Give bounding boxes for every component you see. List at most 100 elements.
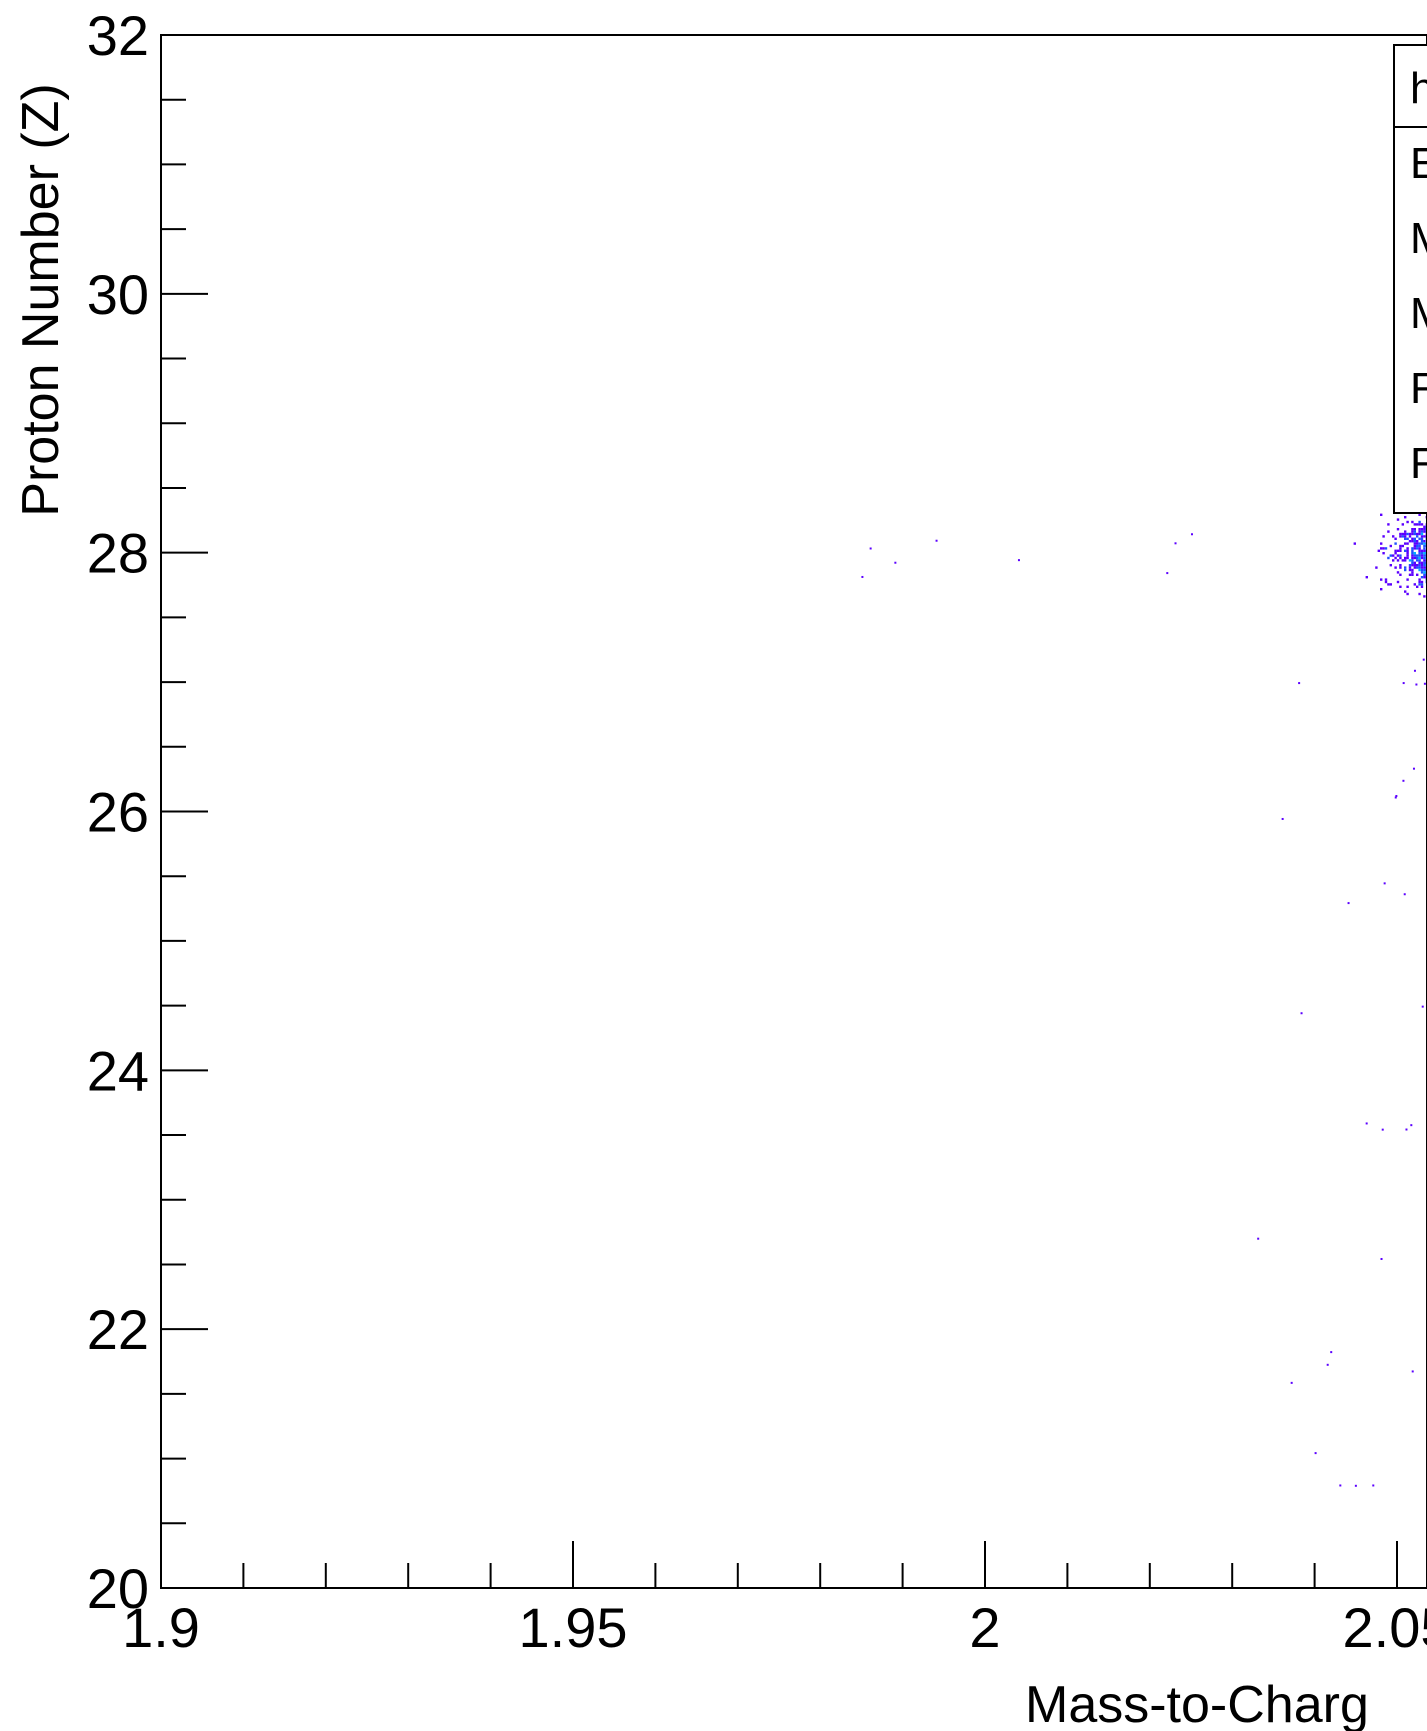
heatmap-cell <box>1420 528 1424 531</box>
heatmap-cell <box>1380 542 1383 545</box>
heatmap-cell <box>935 539 938 542</box>
heatmap-cell <box>1392 559 1395 562</box>
heatmap-cell <box>1347 902 1350 905</box>
heatmap-cell <box>1413 669 1416 672</box>
heatmap-cell <box>1411 520 1414 524</box>
heatmap-cell <box>1365 1122 1368 1125</box>
heatmap-cell <box>1420 532 1424 536</box>
heatmap-cell <box>1392 535 1395 538</box>
heatmap-cell <box>1401 532 1404 536</box>
heatmap-cell <box>1404 568 1407 572</box>
heatmap-cell <box>1408 573 1412 576</box>
heatmap-cell <box>1406 578 1409 581</box>
heatmap-cell <box>1399 544 1402 548</box>
heatmap-cell <box>1410 1124 1413 1127</box>
heatmap-cell <box>1413 564 1416 567</box>
heatmap-cell <box>1394 556 1397 560</box>
heatmap-cell <box>1382 547 1385 550</box>
heatmap-cell <box>1339 1484 1342 1487</box>
heatmap-cell <box>1423 544 1426 548</box>
stats-row-mean-y: M <box>1410 289 1427 338</box>
heatmap-cell <box>1404 559 1407 562</box>
heatmap-cell <box>1420 566 1424 569</box>
y-tick-label: 20 <box>87 1557 149 1620</box>
heatmap-cell <box>1418 556 1421 560</box>
heatmap-cell <box>1399 566 1402 569</box>
heatmap-cell <box>1408 532 1412 536</box>
heatmap-cell <box>1423 566 1426 569</box>
heatmap-cell <box>1411 559 1414 562</box>
heatmap-cell <box>1420 576 1424 579</box>
stats-row-rms-x: R <box>1410 364 1427 413</box>
heatmap-cell <box>1330 1351 1333 1354</box>
heatmap-cell <box>1404 556 1407 560</box>
heatmap-cell <box>1394 796 1397 799</box>
heatmap-cell <box>1416 585 1419 588</box>
x-axis-title: Mass-to-Charg <box>1025 1676 1369 1731</box>
heatmap-cell <box>869 547 872 550</box>
heatmap-cell <box>1413 583 1416 586</box>
heatmap-cell <box>1416 523 1419 526</box>
heatmap-cell <box>1404 516 1407 519</box>
heatmap-cell <box>1290 1381 1293 1384</box>
heatmap-cell <box>1383 882 1386 885</box>
heatmap-cell <box>1413 542 1416 545</box>
heatmap-cell <box>1423 571 1426 574</box>
heatmap-cell <box>1420 523 1424 526</box>
heatmap-cell <box>1404 542 1407 545</box>
heatmap-cell <box>1423 530 1426 533</box>
heatmap-cell <box>1420 571 1424 574</box>
heatmap-cell <box>1406 552 1409 555</box>
heatmap-cell <box>1420 554 1424 557</box>
heatmap-cell <box>1416 566 1419 569</box>
axis-ticks <box>160 34 1398 1589</box>
heatmap-cell <box>1404 532 1407 536</box>
heatmap-cell <box>1406 532 1409 536</box>
heatmap-cell <box>1191 533 1193 536</box>
heatmap-cell <box>1423 535 1426 538</box>
heatmap-cell <box>1406 554 1409 557</box>
heatmap-cell <box>1396 571 1400 574</box>
heatmap-cell <box>1418 537 1421 540</box>
stats-box-frame <box>1393 44 1427 514</box>
y-axis-title: Proton Number (Z) <box>12 83 70 516</box>
heatmap-cell <box>1413 528 1416 531</box>
heatmap-cell <box>1413 530 1416 533</box>
heatmap-cell <box>1402 682 1405 685</box>
heatmap-cell <box>1300 1012 1303 1015</box>
heatmap-cell <box>1394 566 1397 569</box>
heatmap-cell <box>1408 564 1412 567</box>
heatmap-cell <box>1418 520 1421 524</box>
heatmap-cell <box>1406 537 1409 540</box>
heatmap-cell <box>1420 542 1424 545</box>
heatmap-cell <box>1384 580 1388 584</box>
heatmap-cell <box>1380 513 1383 516</box>
heatmap-cell <box>1418 578 1421 581</box>
heatmap-cell <box>1017 559 1020 562</box>
heatmap-cell <box>1416 535 1419 538</box>
heatmap-cell <box>1396 559 1400 562</box>
heatmap-cell <box>1298 682 1301 685</box>
heatmap-cell <box>1406 585 1409 588</box>
heatmap-cell <box>1394 549 1397 552</box>
heatmap-cell <box>1394 552 1397 555</box>
heatmap-cell <box>1418 528 1421 531</box>
heatmap-cell <box>1418 523 1421 526</box>
heatmap-cell <box>1421 1005 1424 1008</box>
heatmap-cell <box>1411 1370 1414 1373</box>
heatmap-cell <box>1399 532 1402 536</box>
heatmap-cell <box>1392 554 1395 557</box>
heatmap-cell <box>1413 561 1416 564</box>
heatmap-cell <box>1399 535 1402 538</box>
heatmap-cell <box>1396 528 1400 531</box>
heatmap-cell <box>1401 544 1404 548</box>
heatmap-cell <box>1418 566 1421 569</box>
heatmap-cell <box>1396 518 1400 521</box>
y-tick-label: 30 <box>87 263 149 326</box>
heatmap-cell <box>1401 559 1404 562</box>
heatmap-cell <box>1257 1237 1260 1240</box>
heatmap-cell <box>1387 523 1390 526</box>
heatmap-cell <box>1394 537 1397 540</box>
heatmap-cell <box>1420 585 1424 588</box>
heatmap-cell <box>1420 552 1424 555</box>
